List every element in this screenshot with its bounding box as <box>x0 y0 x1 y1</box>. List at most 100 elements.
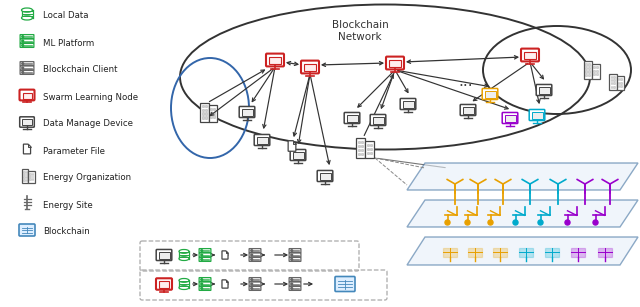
Circle shape <box>291 283 292 285</box>
FancyBboxPatch shape <box>269 56 281 64</box>
Circle shape <box>201 283 203 285</box>
FancyBboxPatch shape <box>19 224 35 236</box>
Bar <box>545 247 559 257</box>
Circle shape <box>538 220 543 225</box>
Bar <box>585 63 587 65</box>
Bar <box>611 79 612 81</box>
Bar <box>23 171 25 173</box>
FancyBboxPatch shape <box>20 70 34 74</box>
Circle shape <box>291 254 292 256</box>
Bar <box>618 85 620 87</box>
Text: Data Manage Device: Data Manage Device <box>43 119 133 129</box>
Bar <box>26 173 27 175</box>
FancyBboxPatch shape <box>199 249 211 253</box>
Ellipse shape <box>179 250 189 253</box>
Bar <box>592 64 600 79</box>
Bar <box>23 179 25 181</box>
FancyBboxPatch shape <box>254 134 270 146</box>
FancyBboxPatch shape <box>484 91 495 98</box>
Bar <box>593 70 595 72</box>
Bar <box>358 141 360 143</box>
Bar <box>588 67 590 69</box>
Bar <box>211 115 212 118</box>
FancyBboxPatch shape <box>536 84 552 95</box>
Bar <box>202 116 204 119</box>
Bar <box>28 171 35 183</box>
FancyBboxPatch shape <box>159 281 169 288</box>
Text: ...: ... <box>459 75 474 90</box>
FancyBboxPatch shape <box>249 249 261 253</box>
FancyBboxPatch shape <box>504 115 515 122</box>
Ellipse shape <box>179 286 189 290</box>
Bar <box>611 86 612 87</box>
Bar <box>620 85 622 87</box>
FancyBboxPatch shape <box>199 282 211 286</box>
FancyBboxPatch shape <box>22 119 32 126</box>
Bar <box>32 176 33 177</box>
FancyBboxPatch shape <box>289 282 301 286</box>
Bar <box>209 105 218 122</box>
Bar <box>367 147 369 150</box>
Bar <box>361 149 364 151</box>
Bar <box>32 178 33 180</box>
Text: Blockchain
Network: Blockchain Network <box>332 20 388 42</box>
Bar <box>596 66 598 68</box>
Bar <box>571 247 585 257</box>
Bar <box>584 61 592 79</box>
FancyBboxPatch shape <box>538 87 550 94</box>
Polygon shape <box>28 144 31 147</box>
Bar <box>370 151 372 154</box>
Bar <box>468 247 482 257</box>
Circle shape <box>201 279 203 281</box>
Bar <box>29 178 31 180</box>
FancyBboxPatch shape <box>20 43 34 47</box>
Circle shape <box>445 220 450 225</box>
FancyBboxPatch shape <box>460 104 476 115</box>
Bar <box>29 173 31 175</box>
Bar <box>202 109 204 111</box>
Bar <box>23 173 25 175</box>
FancyBboxPatch shape <box>292 152 303 159</box>
FancyBboxPatch shape <box>372 117 383 124</box>
FancyBboxPatch shape <box>531 112 543 119</box>
Circle shape <box>201 258 203 260</box>
Text: Energy Site: Energy Site <box>43 200 93 209</box>
Circle shape <box>513 220 518 225</box>
Bar <box>443 247 457 257</box>
Bar <box>609 74 616 90</box>
Bar <box>213 111 215 114</box>
Bar <box>205 109 207 111</box>
Bar <box>585 70 587 73</box>
Bar <box>611 82 612 84</box>
FancyBboxPatch shape <box>20 66 34 70</box>
Bar <box>26 171 27 173</box>
FancyBboxPatch shape <box>289 253 301 257</box>
Bar <box>370 147 372 150</box>
Bar <box>361 145 364 147</box>
Circle shape <box>593 220 598 225</box>
Polygon shape <box>407 237 638 265</box>
Bar <box>613 79 615 81</box>
Bar <box>211 108 212 110</box>
Bar <box>358 149 360 151</box>
Ellipse shape <box>22 16 33 20</box>
Circle shape <box>22 63 24 64</box>
Bar <box>613 82 615 84</box>
FancyBboxPatch shape <box>304 64 316 71</box>
Bar <box>205 105 207 107</box>
FancyBboxPatch shape <box>482 88 498 99</box>
FancyBboxPatch shape <box>249 282 261 286</box>
FancyBboxPatch shape <box>289 249 301 253</box>
Bar <box>588 74 590 76</box>
Bar <box>23 176 25 178</box>
Bar <box>519 247 533 257</box>
Bar <box>598 247 612 257</box>
FancyBboxPatch shape <box>20 35 34 39</box>
FancyBboxPatch shape <box>502 112 518 123</box>
Polygon shape <box>293 141 296 144</box>
Bar <box>613 86 615 87</box>
FancyBboxPatch shape <box>463 107 474 114</box>
Bar <box>593 73 595 76</box>
FancyBboxPatch shape <box>400 99 416 110</box>
Polygon shape <box>226 280 228 282</box>
